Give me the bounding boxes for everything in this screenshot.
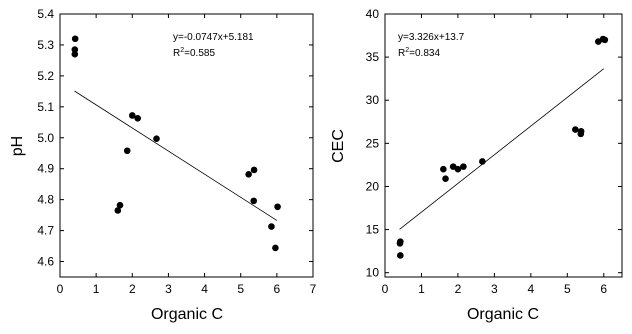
- cec-x-tick-label: 5: [564, 282, 571, 296]
- ph-chart: 0 1 2 3 4 5 6 7 4.6 4.7 4.8 4.9 5.0 5.1 5.2 5.3 5.4 y=-0…: [9, 7, 317, 323]
- cec-regression-line: [399, 68, 605, 230]
- cec-data-point: [442, 175, 449, 182]
- cec-data-point: [479, 158, 486, 165]
- ph-x-tick-label: 4: [201, 282, 208, 296]
- ph-axis-ticks: 0 1 2 3 4 5 6 7 4.6 4.7 4.8 4.9 5.0 5.1 5.2 5.3 5.4: [37, 7, 316, 296]
- ph-y-tick-label: 4.9: [37, 162, 54, 176]
- ph-data-point: [268, 223, 275, 230]
- cec-x-tick-label: 0: [382, 282, 389, 296]
- cec-x-tick-label: 6: [600, 282, 607, 296]
- cec-y-tick-label: 15: [366, 223, 380, 237]
- ph-data-point: [128, 112, 136, 119]
- cec-data-point: [396, 240, 404, 247]
- cec-y-tick-label: 25: [366, 136, 380, 150]
- ph-data-point: [114, 207, 122, 214]
- cec-data-point: [460, 163, 467, 170]
- cec-equation: y=3.326x+13.7: [398, 32, 465, 43]
- ph-data-point: [71, 35, 79, 43]
- ph-x-tick-label: 7: [310, 282, 317, 296]
- ph-data-points: [71, 35, 281, 252]
- ph-plot-frame: [59, 13, 314, 278]
- ph-data-point: [123, 147, 131, 155]
- cec-y-tick-label: 40: [366, 7, 380, 21]
- cec-data-point: [601, 36, 609, 44]
- cec-x-tick-label: 1: [418, 282, 425, 296]
- cec-data-point: [440, 165, 447, 173]
- ph-data-point: [116, 201, 124, 209]
- ph-r-squared: R2=0.585: [173, 47, 215, 59]
- ph-y-tick-label: 5.3: [37, 38, 54, 52]
- ph-x-tick-label: 6: [274, 282, 281, 296]
- ph-data-point: [71, 50, 79, 58]
- ph-y-axis-label: pH: [9, 136, 26, 156]
- ph-y-tick-label: 5.0: [37, 131, 54, 145]
- ph-x-tick-label: 0: [57, 282, 64, 296]
- cec-y-tick-label: 35: [366, 50, 380, 64]
- cec-plot-frame: [384, 13, 623, 278]
- cec-x-tick-label: 2: [455, 282, 462, 296]
- cec-x-tick-label: 4: [528, 282, 535, 296]
- ph-y-tick-label: 5.1: [37, 100, 54, 114]
- ph-data-point: [71, 46, 79, 53]
- ph-data-point: [272, 244, 279, 252]
- cec-y-axis-label: CEC: [330, 129, 347, 163]
- ph-y-tick-label: 4.8: [37, 193, 54, 207]
- ph-y-tick-label: 4.6: [37, 255, 54, 269]
- cec-r-squared-value: =0.834: [409, 48, 440, 59]
- ph-y-tick-label: 5.4: [37, 7, 54, 21]
- cec-data-point: [572, 126, 579, 133]
- ph-data-point: [274, 203, 281, 211]
- cec-y-tick-label: 10: [366, 266, 380, 280]
- ph-y-tick-label: 4.7: [37, 224, 54, 238]
- cec-data-points: [396, 35, 609, 259]
- ph-r-squared-exponent: 2: [180, 47, 184, 54]
- ph-regression-line: [74, 90, 278, 221]
- cec-data-point: [397, 252, 404, 259]
- cec-y-tick-label: 30: [366, 93, 380, 107]
- cec-y-tick-label: 20: [366, 179, 380, 193]
- cec-r-squared-exponent: 2: [405, 47, 409, 54]
- ph-r-squared-prefix: R: [173, 48, 180, 59]
- ph-x-tick-label: 1: [93, 282, 100, 296]
- cec-r-squared-prefix: R: [398, 48, 405, 59]
- cec-r-squared: R2=0.834: [398, 47, 440, 59]
- ph-x-axis-label: Organic C: [151, 306, 223, 323]
- ph-x-tick-label: 5: [237, 282, 244, 296]
- cec-x-tick-label: 3: [491, 282, 498, 296]
- ph-data-point: [153, 135, 160, 142]
- ph-x-tick-label: 2: [129, 282, 136, 296]
- ph-r-squared-value: =0.585: [184, 48, 215, 59]
- cec-data-point: [454, 165, 462, 173]
- cec-x-axis-label: Organic C: [467, 306, 539, 323]
- ph-y-tick-label: 5.2: [37, 69, 54, 83]
- cec-axis-ticks: 0 1 2 3 4 5 6 10 15 20 25 30 35 40: [366, 7, 622, 296]
- cec-data-point: [577, 127, 585, 135]
- ph-equation: y=-0.0747x+5.181: [173, 32, 254, 43]
- ph-data-point: [134, 114, 142, 122]
- ph-data-point: [250, 197, 258, 205]
- ph-data-point: [245, 170, 252, 178]
- ph-data-point: [250, 166, 258, 174]
- ph-x-tick-label: 3: [165, 282, 172, 296]
